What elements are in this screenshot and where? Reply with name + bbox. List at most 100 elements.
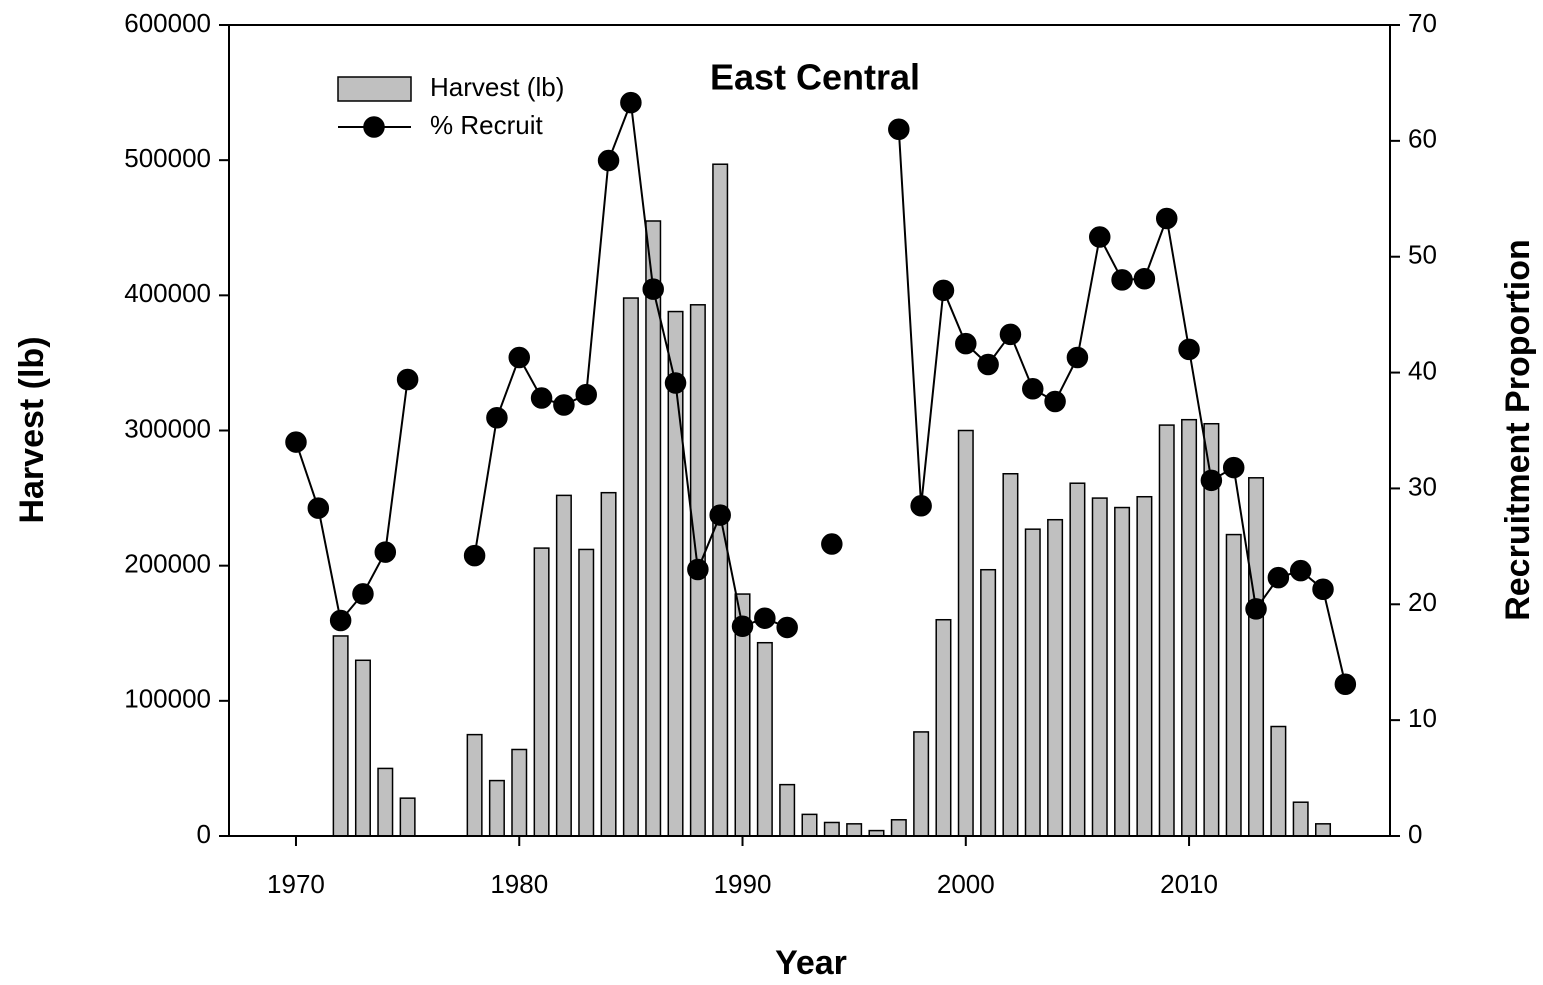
marker — [374, 541, 397, 563]
bar — [1002, 473, 1019, 837]
bar — [801, 813, 818, 837]
marker — [776, 616, 798, 639]
bar — [600, 491, 617, 837]
legend-marker — [363, 116, 385, 138]
bar — [1292, 801, 1309, 837]
marker — [709, 504, 731, 526]
y2-tick-label: 20 — [1408, 587, 1437, 617]
marker — [888, 118, 910, 141]
legend-label: % Recruit — [430, 110, 543, 140]
marker — [530, 387, 553, 409]
marker — [1022, 378, 1044, 400]
y-tick-label: 200000 — [124, 549, 211, 579]
marker — [307, 497, 330, 519]
marker — [1111, 269, 1133, 291]
bar — [890, 819, 907, 837]
marker — [1178, 338, 1200, 361]
marker — [352, 583, 374, 605]
marker — [1289, 559, 1312, 582]
chart-title: East Central — [710, 57, 920, 98]
marker — [642, 278, 664, 300]
marker — [687, 558, 709, 581]
bar — [1248, 477, 1265, 837]
marker — [731, 615, 754, 638]
marker — [1089, 226, 1111, 248]
x-tick-label: 2010 — [1160, 869, 1218, 899]
bar — [1158, 424, 1175, 837]
marker — [977, 353, 999, 376]
marker — [932, 279, 955, 302]
marker — [1334, 673, 1357, 695]
bar — [399, 797, 416, 837]
marker — [553, 394, 575, 416]
y-tick-label: 0 — [197, 819, 211, 849]
marker — [1267, 566, 1290, 589]
bar — [1136, 495, 1153, 837]
marker — [329, 609, 352, 632]
marker — [955, 332, 977, 355]
bar — [511, 748, 528, 837]
bar — [1047, 518, 1064, 837]
bar — [1024, 528, 1041, 837]
marker — [508, 346, 530, 369]
bar — [1069, 482, 1086, 837]
bar — [1225, 533, 1242, 837]
legend-swatch — [337, 76, 412, 102]
marker — [1066, 346, 1089, 369]
marker — [1133, 267, 1156, 290]
marker — [1312, 578, 1334, 600]
y2-axis-label: Recruitment Proportion — [1499, 239, 1537, 621]
marker — [1200, 469, 1223, 492]
bar — [533, 547, 550, 837]
marker — [999, 323, 1022, 346]
bar — [578, 548, 595, 837]
bar — [622, 297, 639, 837]
y2-tick-label: 10 — [1408, 703, 1437, 733]
marker — [463, 544, 486, 567]
marker — [396, 368, 419, 391]
marker — [575, 383, 597, 406]
y2-tick-label: 70 — [1408, 8, 1437, 38]
bar — [488, 779, 505, 837]
marker — [1155, 207, 1178, 230]
bar — [354, 659, 371, 837]
bar — [980, 568, 997, 837]
marker — [910, 495, 932, 517]
marker — [1044, 390, 1066, 413]
bar — [555, 494, 572, 837]
marker — [1245, 598, 1267, 620]
marker — [664, 372, 687, 394]
bar — [1181, 418, 1198, 837]
bar — [1114, 506, 1131, 837]
x-tick-label: 1970 — [267, 869, 325, 899]
y2-tick-label: 30 — [1408, 471, 1437, 501]
y2-tick-label: 60 — [1408, 124, 1437, 154]
bar — [913, 731, 930, 837]
marker — [1222, 456, 1245, 479]
x-tick-label: 2000 — [937, 869, 995, 899]
bar — [1270, 725, 1287, 837]
y2-tick-label: 40 — [1408, 355, 1437, 385]
marker — [285, 431, 307, 453]
bar — [756, 641, 773, 837]
legend-label: Harvest (lb) — [430, 72, 564, 102]
y-tick-label: 500000 — [124, 143, 211, 173]
marker — [821, 533, 843, 555]
y-tick-label: 600000 — [124, 8, 211, 38]
bar — [957, 429, 974, 837]
x-tick-label: 1990 — [714, 869, 772, 899]
bar — [823, 821, 840, 837]
bar — [779, 783, 796, 837]
bar — [1315, 823, 1332, 837]
bar — [712, 163, 729, 837]
y-tick-label: 400000 — [124, 278, 211, 308]
y2-tick-label: 50 — [1408, 240, 1437, 270]
plot-frame — [228, 24, 1391, 837]
marker — [620, 91, 642, 114]
bar — [1091, 497, 1108, 837]
x-tick-label: 1980 — [490, 869, 548, 899]
x-axis-label: Year — [775, 944, 847, 982]
marker — [754, 607, 776, 629]
bar — [935, 618, 952, 837]
